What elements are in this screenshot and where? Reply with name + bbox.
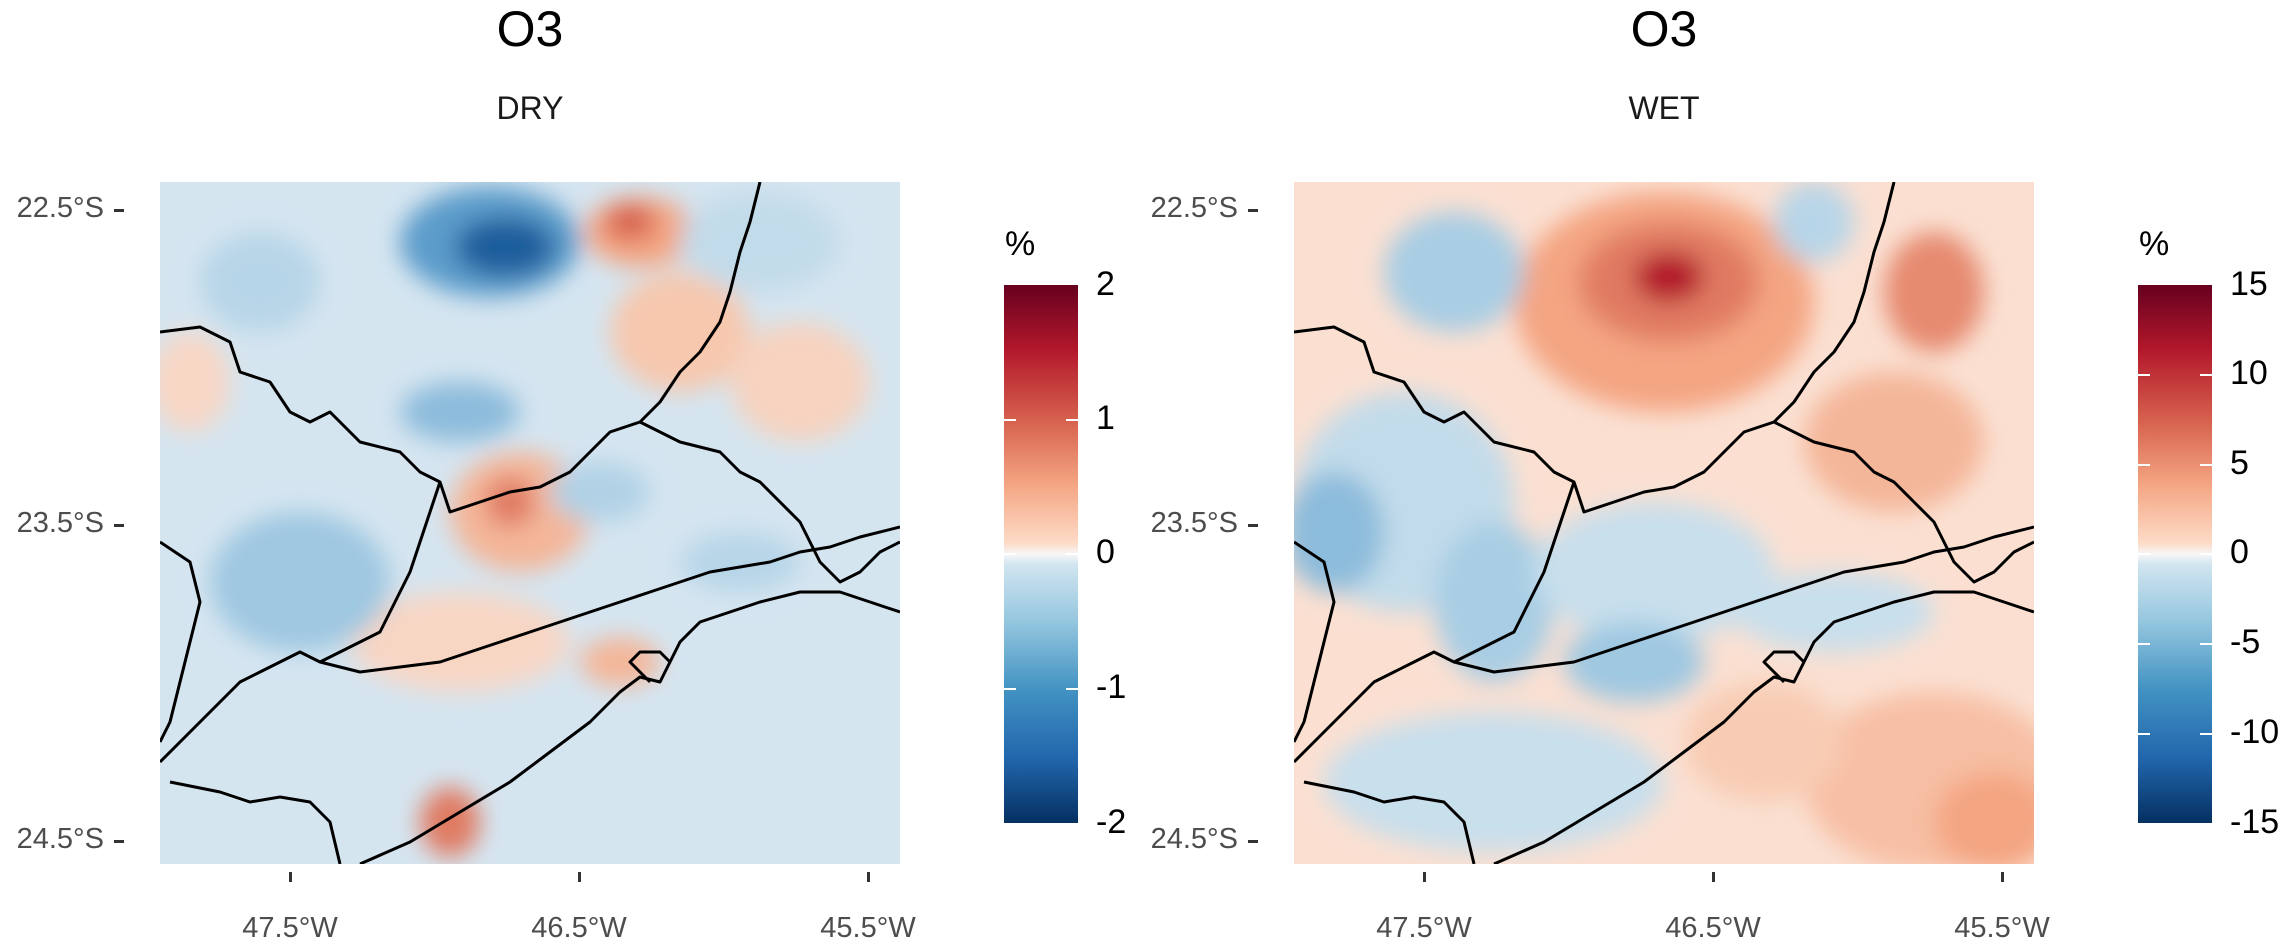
x-axis-tick: [578, 872, 581, 882]
legend-tick: [2200, 553, 2212, 555]
panel-wet: O3 WET: [1134, 0, 2289, 947]
legend-label: 0: [2230, 533, 2249, 572]
y-axis-tick: [1248, 209, 1258, 212]
anomaly-negative: [1384, 212, 1524, 332]
x-axis-label: 45.5°W: [1927, 912, 2077, 945]
legend-tick: [2138, 374, 2150, 376]
x-axis-tick: [1423, 872, 1426, 882]
y-axis-label: 24.5°S: [0, 823, 104, 856]
y-axis-label: 23.5°S: [1134, 507, 1238, 540]
x-axis-tick: [867, 872, 870, 882]
panel-subtitle: WET: [1294, 90, 2034, 127]
y-axis-tick: [1248, 840, 1258, 843]
anomaly-negative: [1324, 712, 1664, 852]
anomaly-positive: [1684, 682, 1844, 802]
legend-title: %: [1005, 225, 1035, 264]
legend-tick: [1004, 419, 1016, 421]
legend-label: 0: [1096, 533, 1115, 572]
legend-tick: [1004, 688, 1016, 690]
legend-tick: [2200, 374, 2212, 376]
anomaly-negative: [400, 382, 520, 442]
anomaly-negative: [680, 532, 800, 592]
legend-label: 5: [2230, 444, 2249, 483]
legend-tick: [2138, 643, 2150, 645]
legend-label: 1: [1096, 399, 1115, 438]
legend-tick: [2200, 643, 2212, 645]
anomaly-negative: [1564, 622, 1704, 702]
x-axis-label: 46.5°W: [504, 912, 654, 945]
x-axis-label: 45.5°W: [793, 912, 943, 945]
legend-label: 15: [2230, 265, 2268, 304]
y-axis-label: 22.5°S: [1134, 192, 1238, 225]
legend-label: -5: [2230, 623, 2260, 662]
anomaly-negative: [1774, 182, 1854, 262]
legend-tick: [2200, 464, 2212, 466]
anomaly-negative: [680, 192, 840, 292]
y-axis-tick: [114, 840, 124, 843]
legend-tick: [2200, 733, 2212, 735]
anomaly-negative: [550, 462, 650, 522]
panel-title: O3: [160, 0, 900, 58]
anomaly-negative: [200, 232, 320, 332]
y-axis-tick: [1248, 524, 1258, 527]
anomaly-negative: [455, 217, 555, 277]
anomaly-positive: [1884, 232, 1984, 352]
legend-tick: [1066, 419, 1078, 421]
x-axis-tick: [2001, 872, 2004, 882]
y-axis-label: 23.5°S: [0, 507, 104, 540]
legend-tick: [1066, 688, 1078, 690]
x-axis-tick: [289, 872, 292, 882]
x-axis-label: 46.5°W: [1638, 912, 1788, 945]
map-wet: [1294, 182, 2034, 864]
legend-label: -15: [2230, 803, 2279, 842]
map-dry: [160, 182, 900, 864]
x-axis-tick: [1712, 872, 1715, 882]
legend-label: -10: [2230, 713, 2279, 752]
panel-title: O3: [1294, 0, 2034, 58]
x-axis-label: 47.5°W: [1349, 912, 1499, 945]
legend-tick: [1066, 553, 1078, 555]
panel-subtitle: DRY: [160, 90, 900, 127]
anomaly-negative: [1434, 522, 1554, 682]
legend-tick: [2138, 464, 2150, 466]
legend-label: 10: [2230, 354, 2268, 393]
y-axis-tick: [114, 524, 124, 527]
anomaly-positive: [420, 787, 480, 857]
legend-label: -2: [1096, 803, 1126, 842]
y-axis-label: 24.5°S: [1134, 823, 1238, 856]
x-axis-label: 47.5°W: [215, 912, 365, 945]
legend-tick: [2138, 733, 2150, 735]
anomaly-positive: [485, 477, 535, 527]
legend-title: %: [2139, 225, 2169, 264]
legend-label: 2: [1096, 265, 1115, 304]
anomaly-positive: [1634, 252, 1704, 302]
y-axis-label: 22.5°S: [0, 192, 104, 225]
anomaly-positive: [605, 204, 655, 240]
y-axis-tick: [114, 209, 124, 212]
anomaly-negative: [210, 512, 390, 652]
legend-tick: [2138, 553, 2150, 555]
panel-dry: O3 DRY: [0, 0, 1140, 947]
anomaly-negative: [1734, 572, 1934, 652]
legend-tick: [1004, 553, 1016, 555]
anomaly-positive: [1804, 372, 1984, 512]
legend-label: -1: [1096, 668, 1126, 707]
anomaly-positive: [730, 322, 870, 442]
